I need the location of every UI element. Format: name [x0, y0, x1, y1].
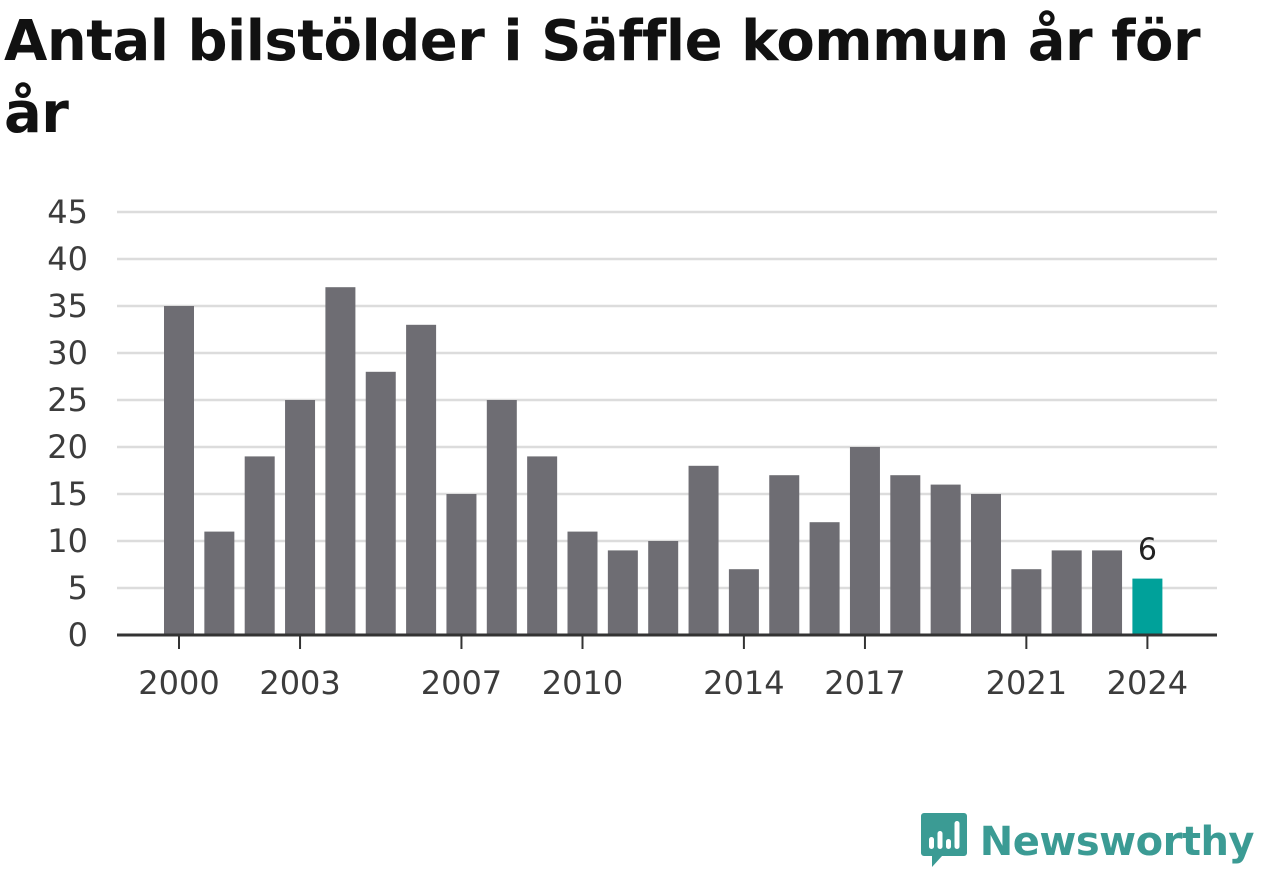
bar: [486, 400, 517, 635]
bar: [1011, 569, 1042, 635]
bar: [890, 475, 921, 635]
newsworthy-logo-icon: [920, 811, 968, 873]
chart-title: Antal bilstölder i Säffle kommun år för …: [4, 9, 1201, 146]
bar: [849, 447, 880, 635]
grid-lines: [117, 210, 1217, 590]
bar: [285, 400, 316, 635]
x-axis-tick-labels: 2000 2003 2007 2010 2014 2017 2021 2024: [138, 664, 1188, 702]
y-tick-label: 10: [47, 522, 88, 560]
bar: [406, 324, 437, 635]
brand: Newsworthy: [920, 811, 1255, 873]
y-tick-label: 45: [47, 193, 88, 231]
bar: [446, 494, 477, 635]
x-tick-label: 2021: [986, 664, 1067, 702]
x-tick-label: 2000: [138, 664, 219, 702]
y-tick-label: 40: [47, 240, 88, 278]
x-tick-label: 2003: [259, 664, 340, 702]
y-tick-label: 20: [47, 428, 88, 466]
bar: [1051, 550, 1082, 635]
data-labels: 6: [1138, 533, 1157, 568]
bar: [728, 569, 759, 635]
bar: [204, 531, 235, 635]
brand-name: Newsworthy: [979, 819, 1255, 865]
bar: [164, 306, 194, 635]
bar: [809, 522, 840, 635]
bar: [930, 484, 961, 635]
bar: [971, 494, 1001, 635]
y-tick-label: 35: [47, 287, 88, 325]
x-tick-label: 2024: [1107, 664, 1188, 702]
bar: [527, 456, 558, 635]
bar: [365, 371, 396, 635]
y-tick-label: 15: [47, 475, 88, 513]
bars: [164, 287, 1163, 635]
data-label: 6: [1138, 533, 1157, 568]
y-tick-label: 30: [47, 334, 88, 372]
bar-highlighted: [1132, 578, 1163, 635]
bar: [607, 550, 638, 635]
x-tick-label: 2007: [421, 664, 502, 702]
x-axis: [117, 633, 1217, 649]
x-tick-label: 2010: [542, 664, 623, 702]
y-tick-label: 0: [68, 616, 88, 654]
bar: [688, 465, 719, 635]
bar: [769, 475, 800, 635]
x-tick-label: 2014: [703, 664, 784, 702]
x-tick-label: 2017: [824, 664, 905, 702]
bar: [567, 531, 598, 635]
bar: [648, 541, 679, 635]
bar: [244, 456, 275, 635]
bar: [1092, 550, 1123, 635]
y-axis-tick-labels: 0 5 10 15 20 25 30 35 40 45: [47, 193, 88, 654]
y-tick-label: 5: [68, 569, 88, 607]
y-tick-label: 25: [47, 381, 88, 419]
bar: [325, 287, 356, 635]
